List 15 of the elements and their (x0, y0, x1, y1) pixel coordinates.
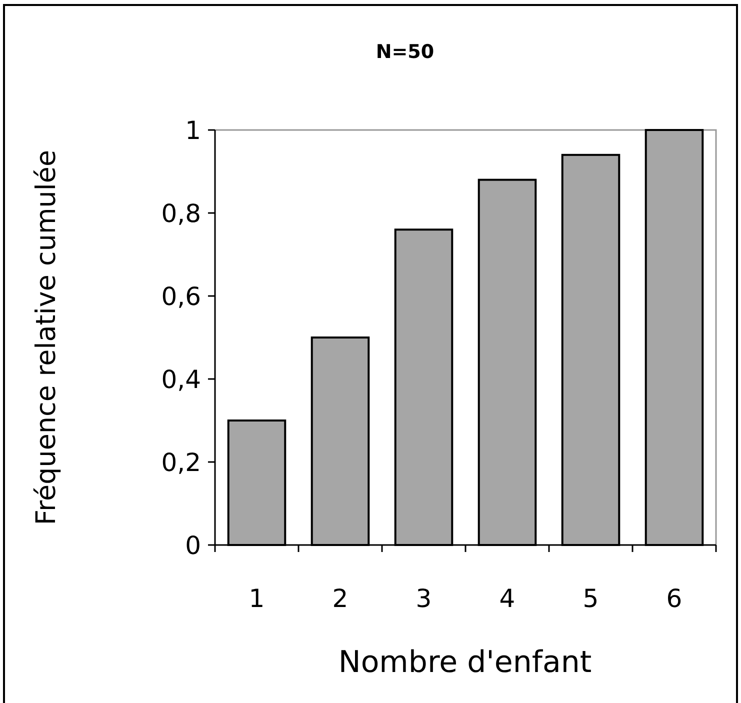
x-tick-label: 5 (582, 584, 599, 613)
y-tick-label: 0,2 (161, 448, 201, 477)
y-tick-label: 1 (185, 116, 201, 145)
y-tick-label: 0 (185, 530, 201, 560)
x-tick-label: 4 (499, 584, 516, 613)
x-tick-label: 3 (416, 584, 432, 613)
x-axis-title: Nombre d'enfant (338, 645, 592, 680)
y-axis-title: Fréquence relative cumulée (31, 150, 62, 526)
x-tick-label: 1 (248, 584, 265, 613)
y-tick-label: 0,8 (161, 198, 201, 228)
y-tick-label: 0,4 (161, 364, 201, 394)
chart-title: N=50 (376, 41, 434, 63)
x-tick-label: 6 (666, 584, 682, 613)
y-tick-label: 0,6 (161, 282, 201, 311)
x-tick-label: 2 (332, 584, 348, 613)
